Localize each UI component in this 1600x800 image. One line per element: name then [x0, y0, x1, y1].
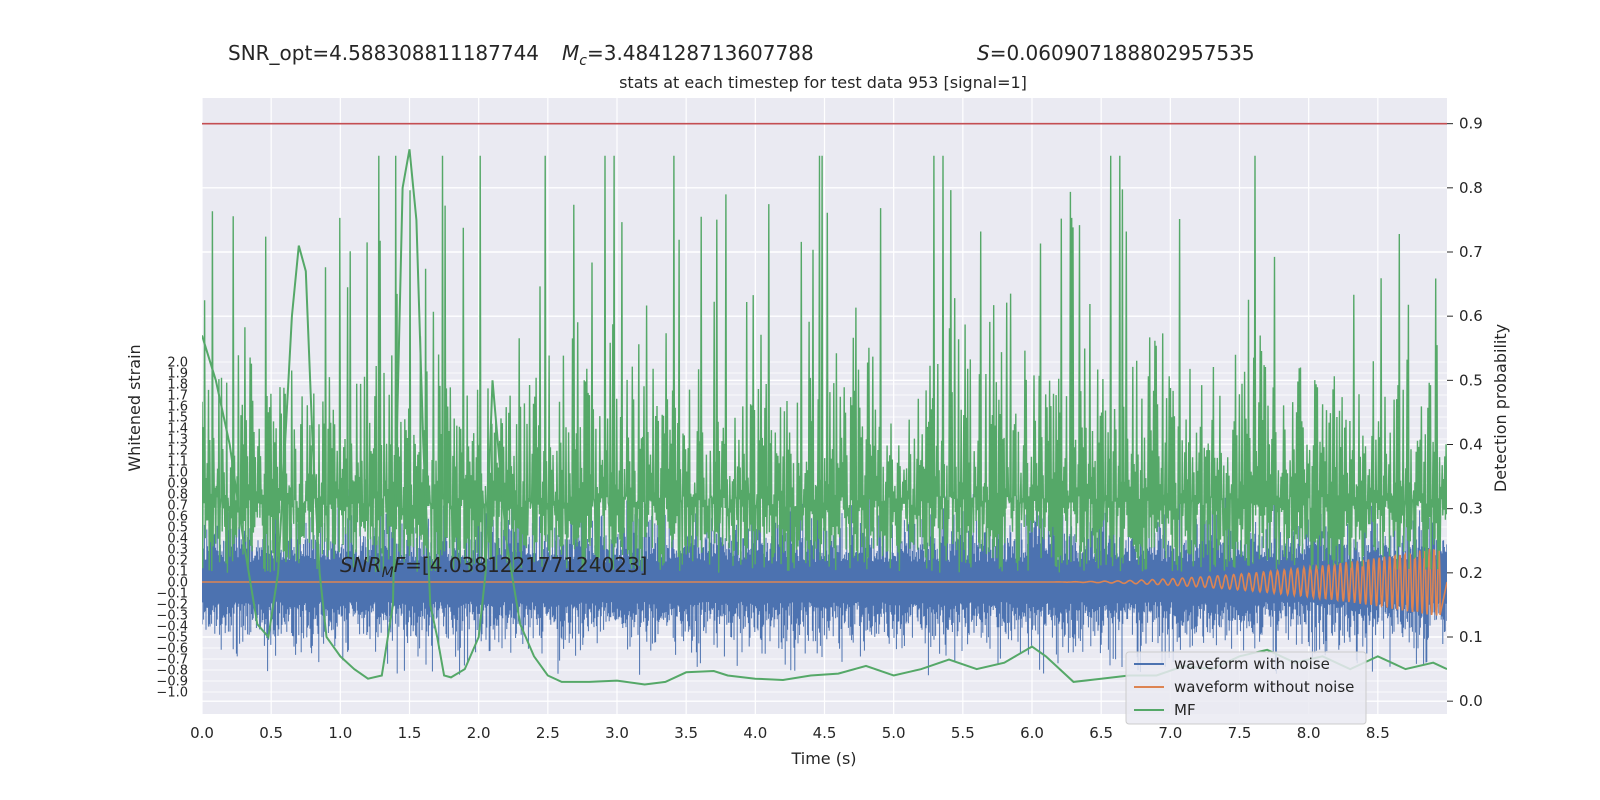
clean-waveform-series: [202, 547, 1447, 616]
snr-opt-label: SNR_opt=4.588308811187744: [228, 41, 539, 65]
y-right-tick-label: 0.5: [1459, 371, 1483, 389]
y-right-tick-label: 0.1: [1459, 628, 1483, 646]
y-axis-right-label: Detection probability: [1491, 324, 1510, 492]
x-tick-label: 1.5: [398, 724, 422, 742]
y-left-tick-label: 0.3: [167, 543, 188, 558]
y-left-tick-label: −0.3: [156, 609, 188, 624]
y-left-tick-label: −0.6: [156, 642, 188, 657]
y-right-tick-label: 0.3: [1459, 500, 1483, 518]
mf-spike-path: [202, 155, 1447, 573]
x-tick-label: 0.5: [259, 724, 283, 742]
x-axis: 0.0 0.5 1.0 1.5 2.0 2.5 3.0 3.5 4.0 4.5 5.0 5.5 6.0 6…: [190, 724, 1390, 742]
legend-label-noise: waveform with noise: [1174, 655, 1330, 673]
y-left-tick-label: 0.9: [167, 477, 188, 492]
y-left-tick-label: −0.4: [156, 620, 188, 635]
y-right-tick-label: 0.4: [1459, 436, 1483, 454]
x-tick-label: 1.0: [328, 724, 352, 742]
chirp-mass-value: =3.484128713607788: [587, 41, 814, 65]
x-axis-label: Time (s): [790, 749, 856, 768]
x-tick-label: 6.0: [1020, 724, 1044, 742]
y-left-tick-label: 1.5: [167, 411, 188, 426]
x-tick-label: 7.0: [1158, 724, 1182, 742]
y-left-tick-label: 0.8: [167, 488, 188, 503]
y-left-tick-label: −0.7: [156, 653, 188, 668]
y-right-tick-label: 0.0: [1459, 692, 1483, 710]
y-left-tick-label: 0.6: [167, 510, 188, 525]
legend: waveform with noise waveform without noi…: [1125, 651, 1367, 725]
legend-label-mf: MF: [1174, 701, 1196, 719]
y-left-tick-label: 1.8: [167, 378, 188, 393]
y-left-tick-label: −0.8: [156, 664, 188, 679]
y-left-tick-label: 0.7: [167, 499, 188, 514]
snr-mf-value: =[4.038122177124023]: [405, 553, 647, 577]
x-tick-label: 3.5: [674, 724, 698, 742]
y-right-tick-label: 0.8: [1459, 179, 1483, 197]
y-right-tick-label: 0.6: [1459, 307, 1483, 325]
y-left-tick-label: −0.1: [156, 587, 188, 602]
y-left-tick-label: 0.4: [167, 532, 188, 547]
y-left-tick-label: 1.2: [167, 444, 188, 459]
y-left-tick-label: −1.0: [156, 686, 188, 701]
y-left-tick-label: 1.9: [167, 367, 188, 382]
y-left-tick-label: 0.2: [167, 554, 188, 569]
mf-spike-series: [202, 155, 1447, 573]
plot-clip-group: [202, 122, 1447, 686]
chirp-mass-label: Mc=3.484128713607788: [562, 41, 814, 69]
x-tick-label: 8.0: [1297, 724, 1321, 742]
y-left-tick-label: 1.3: [167, 433, 188, 448]
y-left-tick-label: −0.2: [156, 598, 188, 613]
x-tick-label: 3.0: [605, 724, 629, 742]
y-left-tick-label: 1.0: [167, 466, 188, 481]
y-left-tick-label: 1.6: [167, 400, 188, 415]
y-left-tick-label: 1.4: [167, 422, 188, 437]
y-left-tick-label: 0.1: [167, 565, 188, 580]
x-tick-label: 7.5: [1228, 724, 1252, 742]
x-tick-label: 6.5: [1089, 724, 1113, 742]
y-left-tick-label: 0.5: [167, 521, 188, 536]
y-right-tick-label: 0.9: [1459, 115, 1483, 133]
y-axis-left: −1.0−0.9−0.8−0.7−0.6−0.5−0.4−0.3−0.2−0.1…: [156, 356, 188, 701]
s-label: S=0.060907188802957535: [977, 41, 1255, 65]
y-axis-right: 0.0 0.1 0.2 0.3 0.4 0.5 0.6 0.7 0.8 0.9: [1447, 115, 1483, 710]
x-tick-label: 4.5: [813, 724, 837, 742]
snr-mf-symbol: SNR: [340, 553, 382, 577]
chirp-mass-subscript: c: [579, 53, 587, 69]
s-value: =0.060907188802957535: [990, 41, 1255, 65]
legend-box: [1125, 651, 1367, 725]
legend-label-clean: waveform without noise: [1174, 678, 1354, 696]
chart-title: stats at each timestep for test data 953…: [619, 73, 1027, 92]
chirp-mass-symbol: M: [562, 41, 579, 65]
y-left-tick-label: −0.5: [156, 631, 188, 646]
y-left-tick-label: 2.0: [167, 356, 188, 371]
x-tick-label: 0.0: [190, 724, 214, 742]
s-symbol: S: [977, 41, 990, 65]
x-tick-label: 2.0: [467, 724, 491, 742]
y-right-tick-label: 0.2: [1459, 564, 1483, 582]
snr-mf-tail: F: [394, 553, 406, 577]
y-left-tick-label: 1.1: [167, 455, 188, 470]
x-tick-label: 4.0: [743, 724, 767, 742]
snr-mf-annotation: SNRMF=[4.038122177124023]: [340, 553, 648, 581]
x-tick-label: 5.0: [882, 724, 906, 742]
y-left-tick-label: 1.7: [167, 389, 188, 404]
y-left-tick-label: −0.9: [156, 675, 188, 690]
x-tick-label: 8.5: [1366, 724, 1390, 742]
y-right-tick-label: 0.7: [1459, 243, 1483, 261]
y-left-tick-label: 0.0: [167, 576, 188, 591]
x-tick-label: 5.5: [951, 724, 975, 742]
x-tick-label: 2.5: [536, 724, 560, 742]
snr-mf-subscript: M: [382, 565, 394, 581]
y-axis-left-label: Whitened strain: [125, 344, 144, 471]
